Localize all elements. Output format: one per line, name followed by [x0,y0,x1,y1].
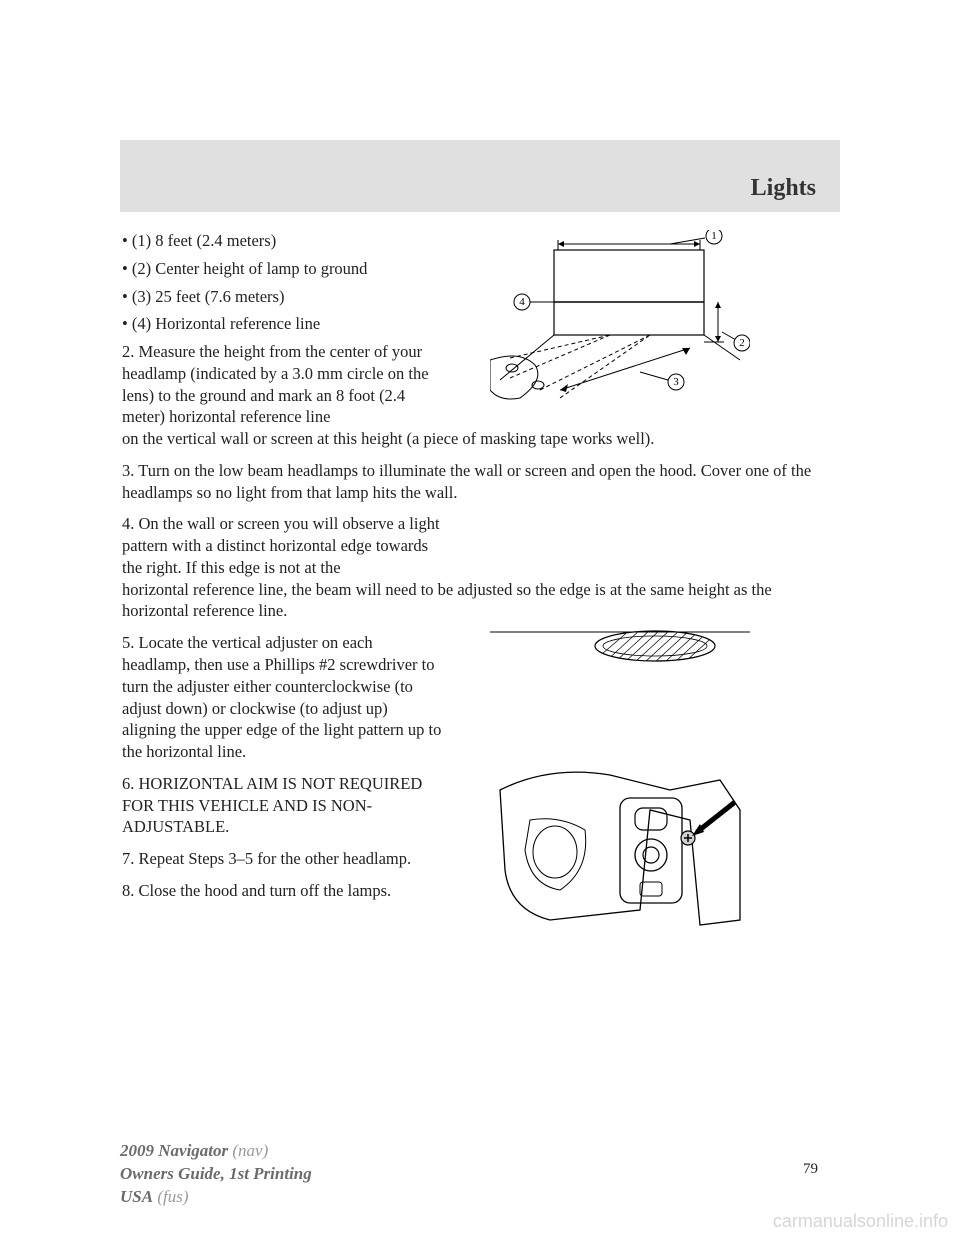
step-2-narrow: 2. Measure the height from the center of… [122,341,442,428]
page-number: 79 [803,1160,818,1180]
list-item: (4) Horizontal reference line [122,313,432,335]
footer-model-code: (nav) [228,1141,268,1160]
diagram-light-pattern [490,620,750,680]
section-title: Lights [751,175,816,202]
list-item: (2) Center height of lamp to ground [122,258,432,280]
page-content: 1 [120,230,840,902]
footer-guide: Owners Guide, 1st Printing [120,1163,312,1186]
list-item: (1) 8 feet (2.4 meters) [122,230,432,252]
step-3: 3. Turn on the low beam headlamps to ill… [122,460,838,504]
diagram-wall-setup: 1 [490,230,750,410]
step-6: 6. HORIZONTAL AIM IS NOT REQUIRED FOR TH… [122,773,442,838]
step-4-wide: horizontal reference line, the beam will… [122,579,838,623]
list-item: (3) 25 feet (7.6 meters) [122,286,432,308]
footer-model: 2009 Navigator [120,1141,228,1160]
step-4-narrow: 4. On the wall or screen you will observ… [122,513,442,578]
section-header: Lights [120,140,840,212]
svg-text:4: 4 [519,296,525,308]
step-2-wide: on the vertical wall or screen at this h… [122,428,838,450]
watermark: carmanualsonline.info [773,1211,948,1232]
footer-region-code: (fus) [153,1187,188,1206]
svg-text:2: 2 [739,337,745,349]
step-5: 5. Locate the vertical adjuster on each … [122,632,442,763]
svg-text:1: 1 [711,230,717,242]
diagram-headlamp-adjuster [490,760,750,930]
svg-text:3: 3 [673,376,679,388]
footer-region: USA [120,1187,153,1206]
footer: 2009 Navigator (nav) Owners Guide, 1st P… [120,1140,312,1209]
